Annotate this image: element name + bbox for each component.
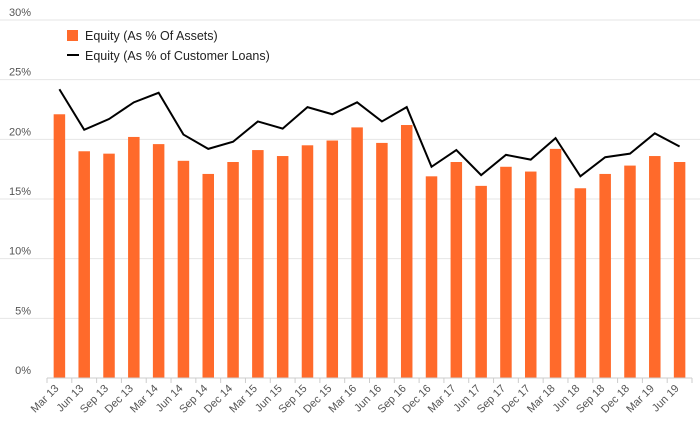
y-tick-label: 20% xyxy=(9,126,31,138)
x-tick-label: Mar 18 xyxy=(525,383,558,416)
y-tick-label: 25% xyxy=(9,67,31,79)
bar xyxy=(177,160,190,378)
x-tick-label: Mar 19 xyxy=(624,383,657,416)
x-tick-label: Mar 16 xyxy=(327,383,360,416)
bar xyxy=(549,148,562,378)
bar xyxy=(276,156,289,378)
bar xyxy=(475,185,487,378)
y-axis-ticks: 0% 5% 10% 15% 20% 25% 30% xyxy=(9,7,31,377)
x-tick-label: Mar 15 xyxy=(227,383,260,416)
bar xyxy=(450,162,463,378)
bar xyxy=(351,127,363,379)
bar xyxy=(525,171,537,378)
bar xyxy=(326,140,339,378)
bar xyxy=(400,125,413,378)
bar xyxy=(152,144,165,378)
bar xyxy=(376,142,388,378)
legend-label-bar: Equity (As % Of Assets) xyxy=(85,29,218,43)
bar-series xyxy=(53,114,686,379)
bar xyxy=(78,151,90,378)
bar xyxy=(227,162,239,378)
y-tick-label: 5% xyxy=(15,305,31,317)
bar xyxy=(574,188,587,378)
bar xyxy=(252,150,264,378)
x-tick-label: Mar 17 xyxy=(426,383,459,416)
legend-label-line: Equity (As % of Customer Loans) xyxy=(85,49,270,63)
y-tick-label: 15% xyxy=(9,186,31,198)
bar xyxy=(624,165,636,378)
line-path xyxy=(58,88,681,178)
bar xyxy=(301,145,314,378)
bar xyxy=(128,136,140,378)
bar xyxy=(673,162,686,378)
y-tick-label: 30% xyxy=(9,7,31,19)
legend-swatch-bar xyxy=(67,30,78,41)
bar xyxy=(103,153,115,378)
bar xyxy=(500,166,512,378)
y-tick-label: 10% xyxy=(9,246,31,258)
y-tick-label: 0% xyxy=(15,365,31,377)
x-tick-label: Jun 19 xyxy=(650,383,682,415)
bar xyxy=(649,156,661,378)
legend: Equity (As % Of Assets) Equity (As % of … xyxy=(67,29,270,63)
bar xyxy=(425,176,438,378)
bar xyxy=(202,173,214,378)
line-series xyxy=(58,88,681,178)
bar xyxy=(599,173,611,378)
x-tick-label: Mar 13 xyxy=(29,383,62,416)
x-tick-label: Mar 14 xyxy=(128,383,161,416)
bar xyxy=(53,114,66,379)
